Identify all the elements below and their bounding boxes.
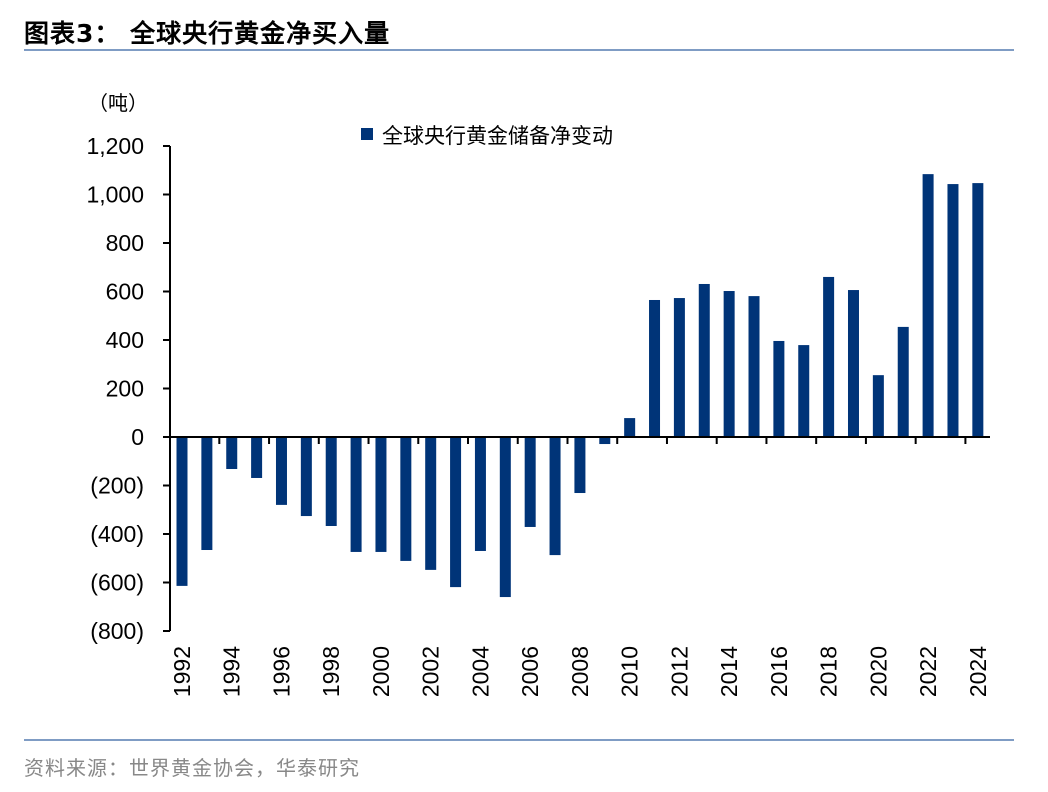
bar-2002 (425, 437, 437, 570)
bar-2020 (872, 375, 884, 437)
y-axis-unit: （吨） (88, 91, 148, 115)
bar-2024 (972, 183, 984, 437)
x-tick-label: 2020 (865, 646, 891, 697)
x-tick-label: 2006 (517, 646, 543, 697)
bar-2003 (450, 437, 462, 588)
x-tick-label: 2014 (716, 646, 742, 697)
y-tick-label: (200) (90, 473, 144, 499)
x-tick-label: 2024 (965, 646, 991, 697)
x-tick-label: 1996 (268, 646, 294, 697)
bar-2009 (599, 437, 611, 445)
x-tick-label: 1994 (219, 646, 245, 697)
legend-label: 全球央行黄金储备净变动 (382, 124, 613, 148)
x-tick-label: 2012 (666, 646, 692, 697)
bar-2023 (947, 184, 959, 437)
x-tick-label: 2016 (766, 646, 792, 697)
bar-1994 (226, 437, 238, 470)
x-tick-label: 1992 (169, 646, 195, 697)
bar-2019 (847, 290, 859, 437)
bar-2004 (474, 437, 486, 551)
bar-2011 (649, 299, 661, 437)
y-tick-label: 1,000 (86, 182, 144, 208)
bar-1993 (201, 437, 213, 551)
bar-2013 (698, 283, 710, 437)
bar-1995 (251, 437, 263, 478)
x-tick-label: 2008 (567, 646, 593, 697)
bar-1992 (176, 437, 188, 586)
y-tick-label: (600) (90, 570, 144, 596)
x-tick-label: 2002 (418, 646, 444, 697)
x-tick-label: 2018 (816, 646, 842, 697)
bar-2015 (748, 296, 760, 437)
bar-2007 (549, 437, 561, 556)
source-note: 资料来源：世界黄金协会，华泰研究 (24, 756, 360, 780)
y-tick-label: (800) (90, 618, 144, 644)
x-tick-label: 2000 (368, 646, 394, 697)
legend-swatch (361, 128, 373, 140)
footer-divider (24, 739, 1014, 741)
x-tick-label: 1998 (318, 646, 344, 697)
bar-2001 (400, 437, 412, 561)
bar-1996 (275, 437, 287, 505)
bar-2018 (823, 276, 835, 437)
bar-2017 (798, 345, 810, 437)
bar-1998 (325, 437, 337, 526)
y-tick-label: 600 (106, 279, 144, 305)
figure-title: 图表3： 全球央行黄金净买入量 (24, 19, 391, 48)
x-tick-label: 2010 (617, 646, 643, 697)
y-tick-label: 200 (106, 376, 144, 402)
bar-2014 (723, 291, 735, 437)
y-tick-label: 0 (131, 424, 144, 450)
y-tick-label: 400 (106, 327, 144, 353)
bar-1999 (350, 437, 362, 552)
bar-2016 (773, 340, 785, 437)
x-tick-label: 2022 (915, 646, 941, 697)
y-tick-label: 1,200 (86, 133, 144, 159)
bar-2021 (897, 326, 909, 437)
bar-2006 (524, 437, 536, 527)
bar-2010 (624, 418, 636, 437)
y-tick-label: (400) (90, 521, 144, 547)
bar-2005 (499, 437, 511, 598)
bar-2008 (574, 437, 586, 494)
bar-2012 (673, 298, 685, 437)
bar-2000 (375, 437, 387, 552)
y-tick-label: 800 (106, 230, 144, 256)
bar-1997 (300, 437, 312, 517)
bar-2022 (922, 174, 934, 437)
x-tick-label: 2004 (467, 646, 493, 697)
title-divider (24, 49, 1014, 51)
